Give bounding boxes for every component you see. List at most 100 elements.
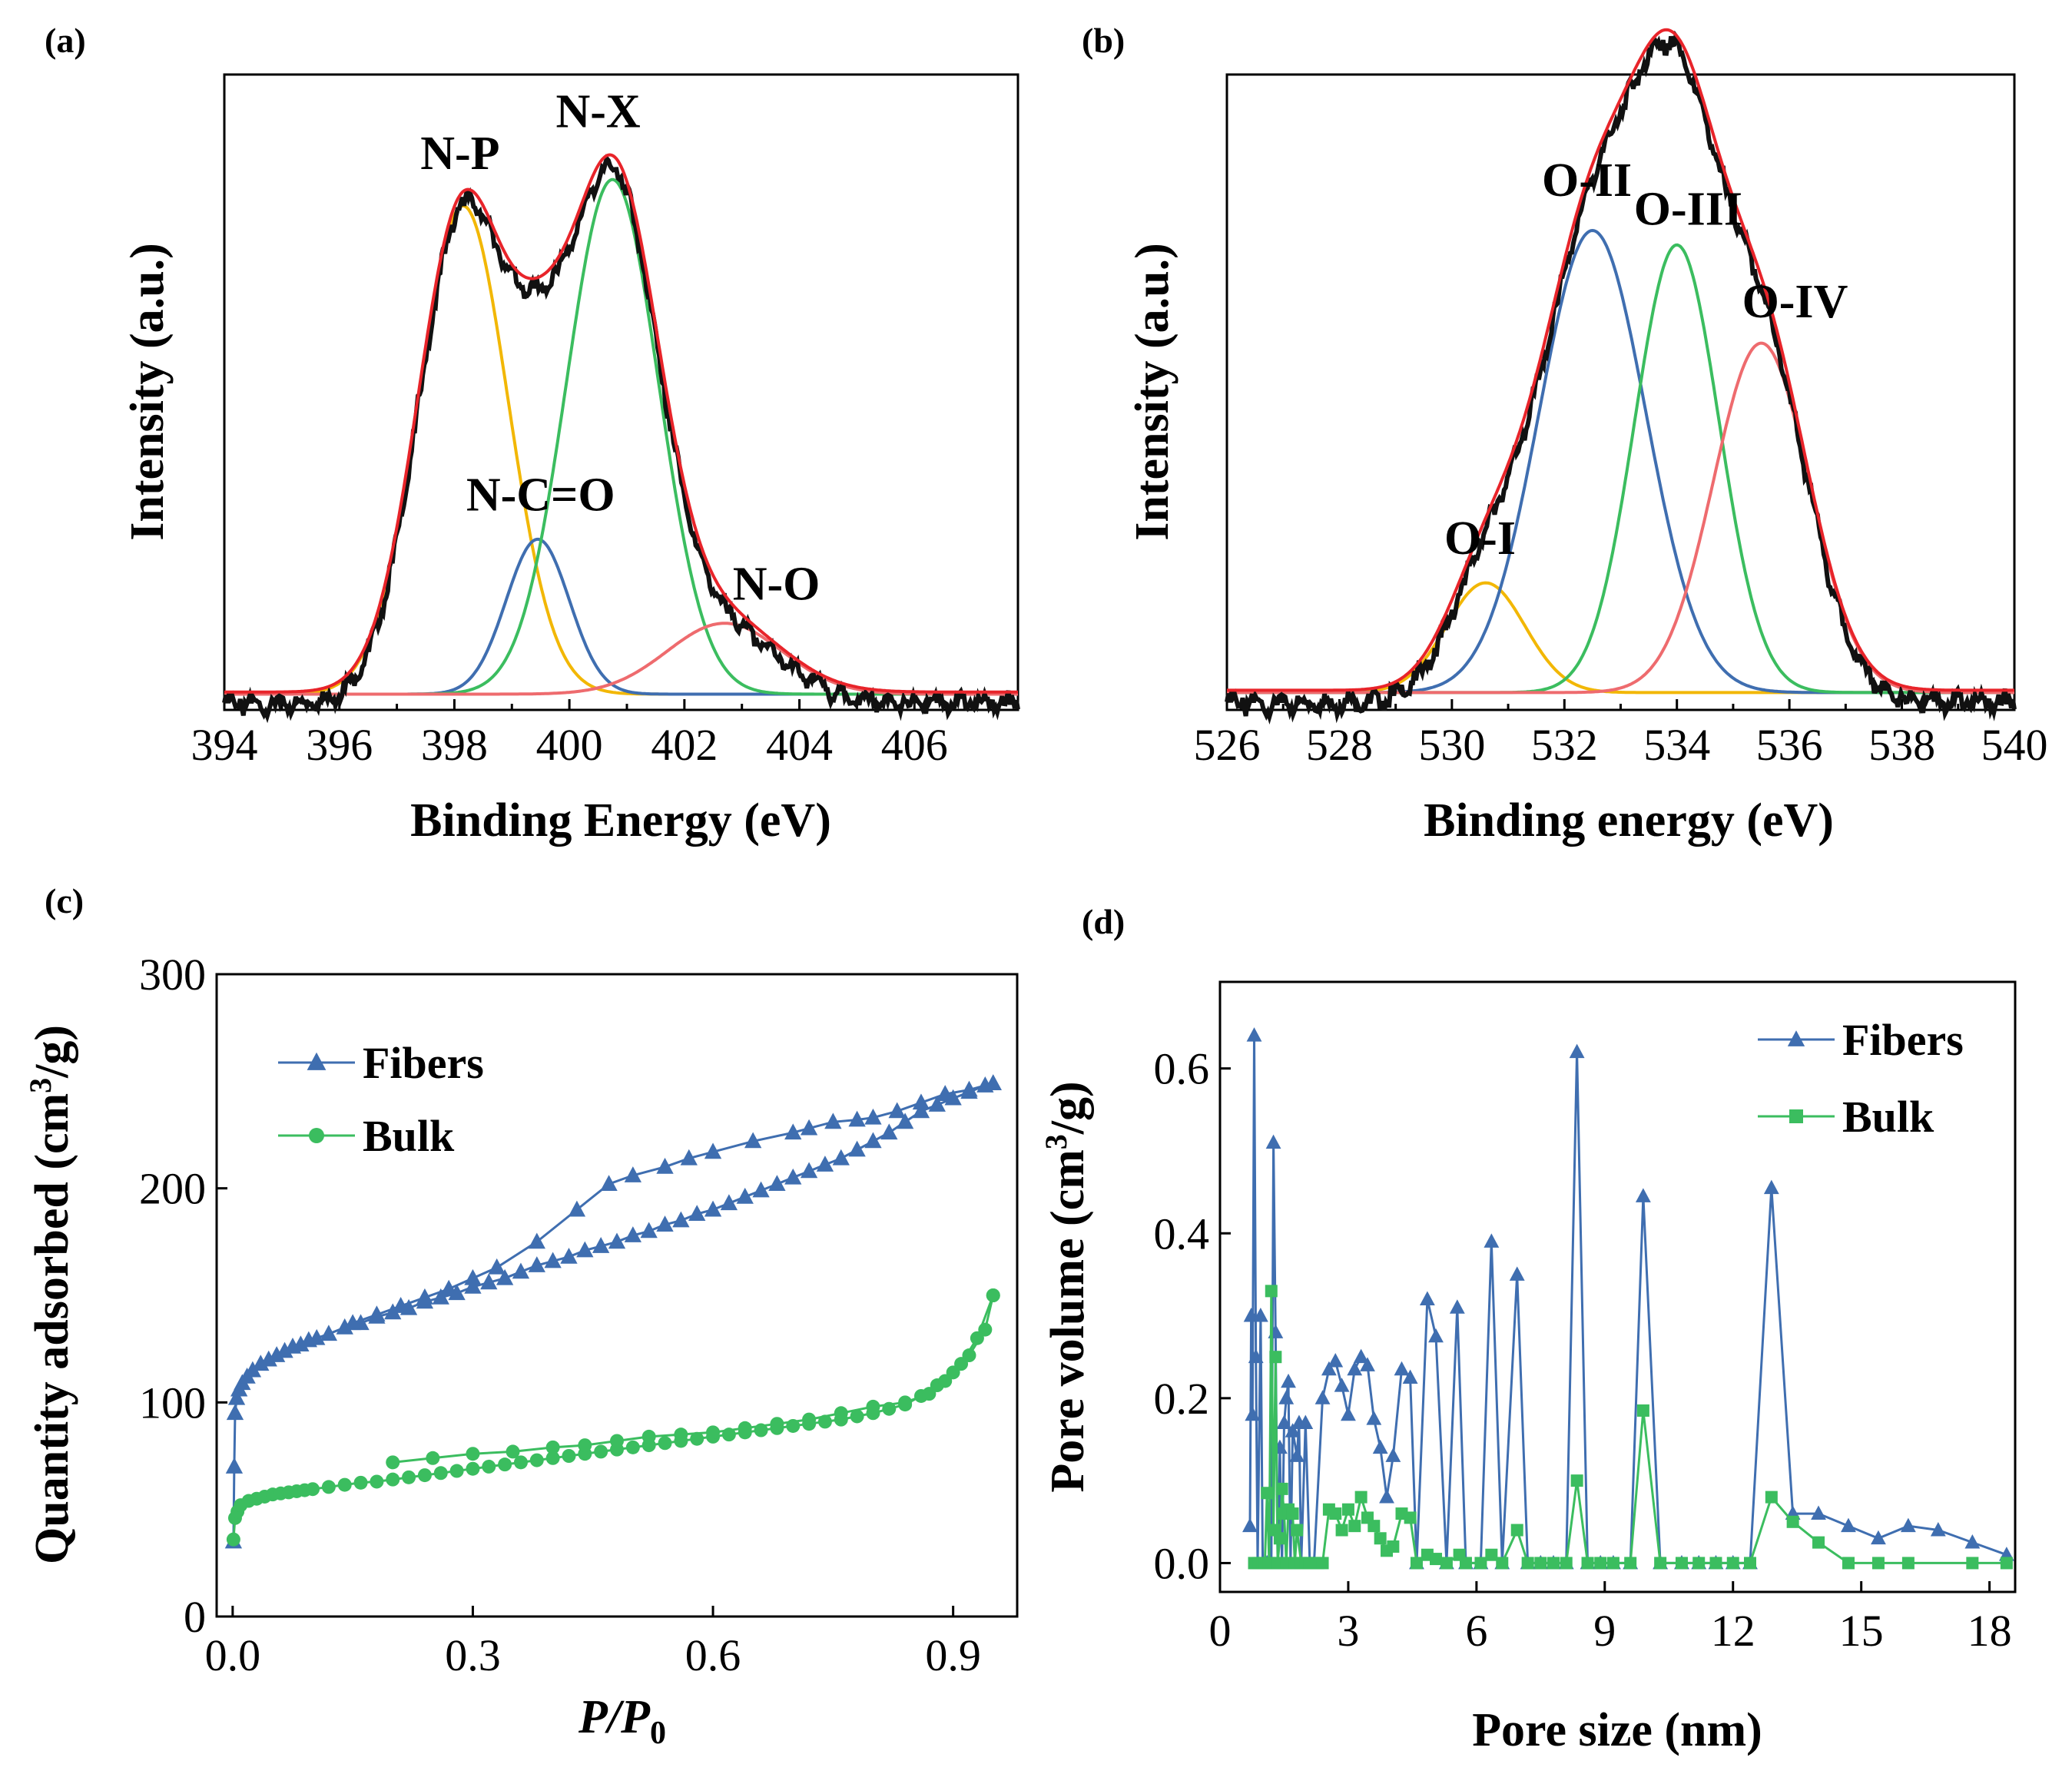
data-point [545,1451,560,1465]
x-tick-label: 402 [651,720,718,770]
component-curve-o-ii [1227,228,2014,695]
data-point [1261,1487,1274,1500]
data-point [1374,1532,1387,1545]
x-tick-label: 0 [1209,1606,1232,1656]
peak-label-o-iii: O-III [1634,183,1742,235]
data-point [672,1211,690,1228]
data-point [2000,1557,2013,1570]
data-point [744,1132,762,1149]
legend-marker [1787,1030,1805,1046]
data-point [880,1123,898,1140]
x-tick-label: 12 [1711,1606,1755,1656]
data-point [937,1085,954,1101]
data-point [1246,1027,1262,1042]
data-point [984,1074,1002,1091]
x-tick-label: 6 [1465,1606,1487,1656]
data-point [1278,1390,1295,1404]
data-point [752,1181,770,1198]
data-point [529,1453,544,1467]
data-point [1474,1557,1487,1570]
peak-label-o-iv: O-IV [1742,276,1848,328]
data-point [912,1093,930,1110]
panel-d-x-axis-title: Pore size (nm) [1472,1704,1762,1756]
data-point [1316,1557,1329,1570]
panel-c-axes: 0.0 0.3 0.6 0.9 0 100 200 300 [139,950,981,1680]
data-point [1594,1557,1607,1570]
data-point [1419,1291,1435,1306]
data-point [912,1102,930,1119]
data-point [944,1089,962,1106]
data-point [1675,1557,1688,1570]
data-point [1763,1179,1779,1195]
data-point [1298,1414,1314,1429]
data-point [1581,1557,1594,1570]
panel-b-y-axis-title: Intensity (a.u.) [1126,243,1179,541]
x-tick-label: 396 [306,720,373,770]
data-point [624,1226,641,1242]
data-point [252,1355,270,1371]
panel-a-y-axis-title: Intensity (a.u.) [121,243,174,541]
data-point [1265,1285,1278,1298]
data-point [690,1431,704,1446]
data-point [704,1142,722,1159]
y-tick-label: 300 [139,950,206,1000]
legend-label: Bulk [363,1111,455,1161]
data-point [1485,1548,1498,1561]
data-point [970,1331,984,1345]
panel-b-curves [1225,28,2017,725]
data-point [260,1350,277,1367]
data-point [1353,1348,1369,1364]
peak-label-n-o: N-O [733,558,821,610]
peak-label-n-c-o: N-C=O [466,469,615,521]
data-point [1726,1557,1739,1570]
panel-b-x-axis: 526 528 530 532 534 536 538 540 [1194,699,2048,770]
data-point [320,1325,338,1341]
data-point [882,1401,897,1416]
x-tick-label: 406 [881,720,948,770]
x-tick-label: 18 [1968,1606,2012,1656]
data-point [1692,1557,1706,1570]
data-point [1385,1447,1401,1462]
data-point [386,1455,400,1470]
data-point [578,1438,592,1453]
x-tick-label: 9 [1593,1606,1616,1656]
data-point [506,1444,520,1459]
data-point [267,1346,286,1362]
peak-label-n-p: N-P [420,128,499,180]
data-point [1430,1553,1443,1566]
raw-spectrum-line [222,154,1020,724]
panel-c-label: (c) [45,881,84,920]
panel-b-xps-o1s: (b) 526 528 530 532 534 536 538 540 O-I O-IIO-II… [1082,21,2048,847]
data-point [608,1232,626,1249]
panel-d-series [1242,1027,2014,1570]
data-point [370,1474,384,1489]
data-point [1709,1557,1722,1570]
panel-a-curves [222,153,1020,724]
data-point [594,1444,608,1459]
data-point [1534,1557,1547,1570]
x-tick-label: 0.0 [205,1630,261,1680]
data-point [610,1434,624,1448]
data-point [898,1395,913,1410]
data-point [786,1418,801,1433]
data-point [1289,1447,1305,1462]
data-point [244,1361,262,1378]
x-tick-label: 538 [1868,720,1935,770]
data-point [1521,1557,1534,1570]
data-point [1394,1361,1410,1376]
data-point [1321,1361,1337,1376]
data-point [1379,1489,1394,1504]
component-curve-n-c-o [224,537,1018,696]
data-point [656,1215,674,1232]
x-tick-label: 528 [1306,720,1373,770]
data-point [321,1480,336,1494]
data-point [498,1457,512,1472]
data-point [754,1423,768,1437]
x-tick-label: 15 [1839,1606,1884,1656]
data-point [816,1156,834,1172]
data-point [1428,1328,1444,1343]
data-point [986,1288,1000,1302]
data-point [922,1387,937,1401]
series-bulk [1248,1285,2013,1570]
